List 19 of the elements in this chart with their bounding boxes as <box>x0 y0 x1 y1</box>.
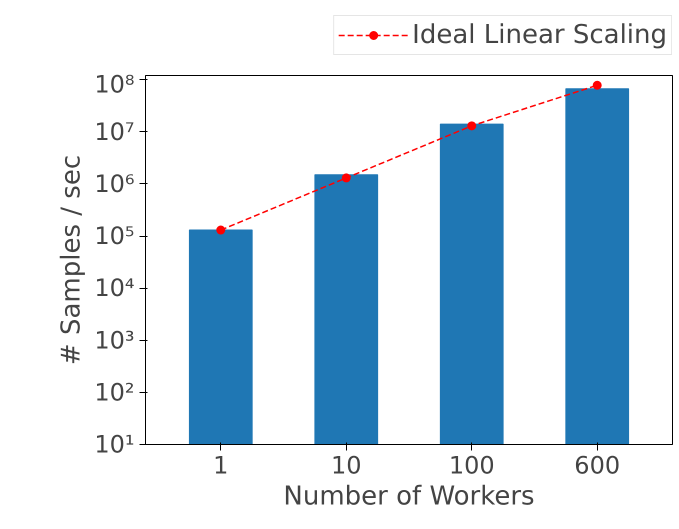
y-tick-label: 10⁶ <box>94 170 135 198</box>
x-tick-label: 600 <box>574 452 620 480</box>
x-axis-title: Number of Workers <box>283 482 535 512</box>
x-tick-label: 10 <box>330 452 362 480</box>
point <box>342 173 351 182</box>
y-tick-label: 10⁷ <box>94 118 135 146</box>
point <box>216 226 226 235</box>
y-tick-label: 10⁸ <box>94 70 135 98</box>
point <box>467 121 476 130</box>
legend-label: Ideal Linear Scaling <box>412 20 667 50</box>
y-tick-label: 10⁴ <box>94 274 135 302</box>
x-tick-label: 100 <box>448 452 495 480</box>
y-tick-label: 10¹ <box>94 430 135 458</box>
point <box>592 80 602 90</box>
y-tick-label: 10⁵ <box>94 222 135 250</box>
x-tick-label: 1 <box>213 452 228 480</box>
y-tick-label: 10³ <box>94 326 135 354</box>
y-axis-title: # Samples / sec <box>56 154 86 366</box>
y-tick-label: 10² <box>94 378 135 406</box>
